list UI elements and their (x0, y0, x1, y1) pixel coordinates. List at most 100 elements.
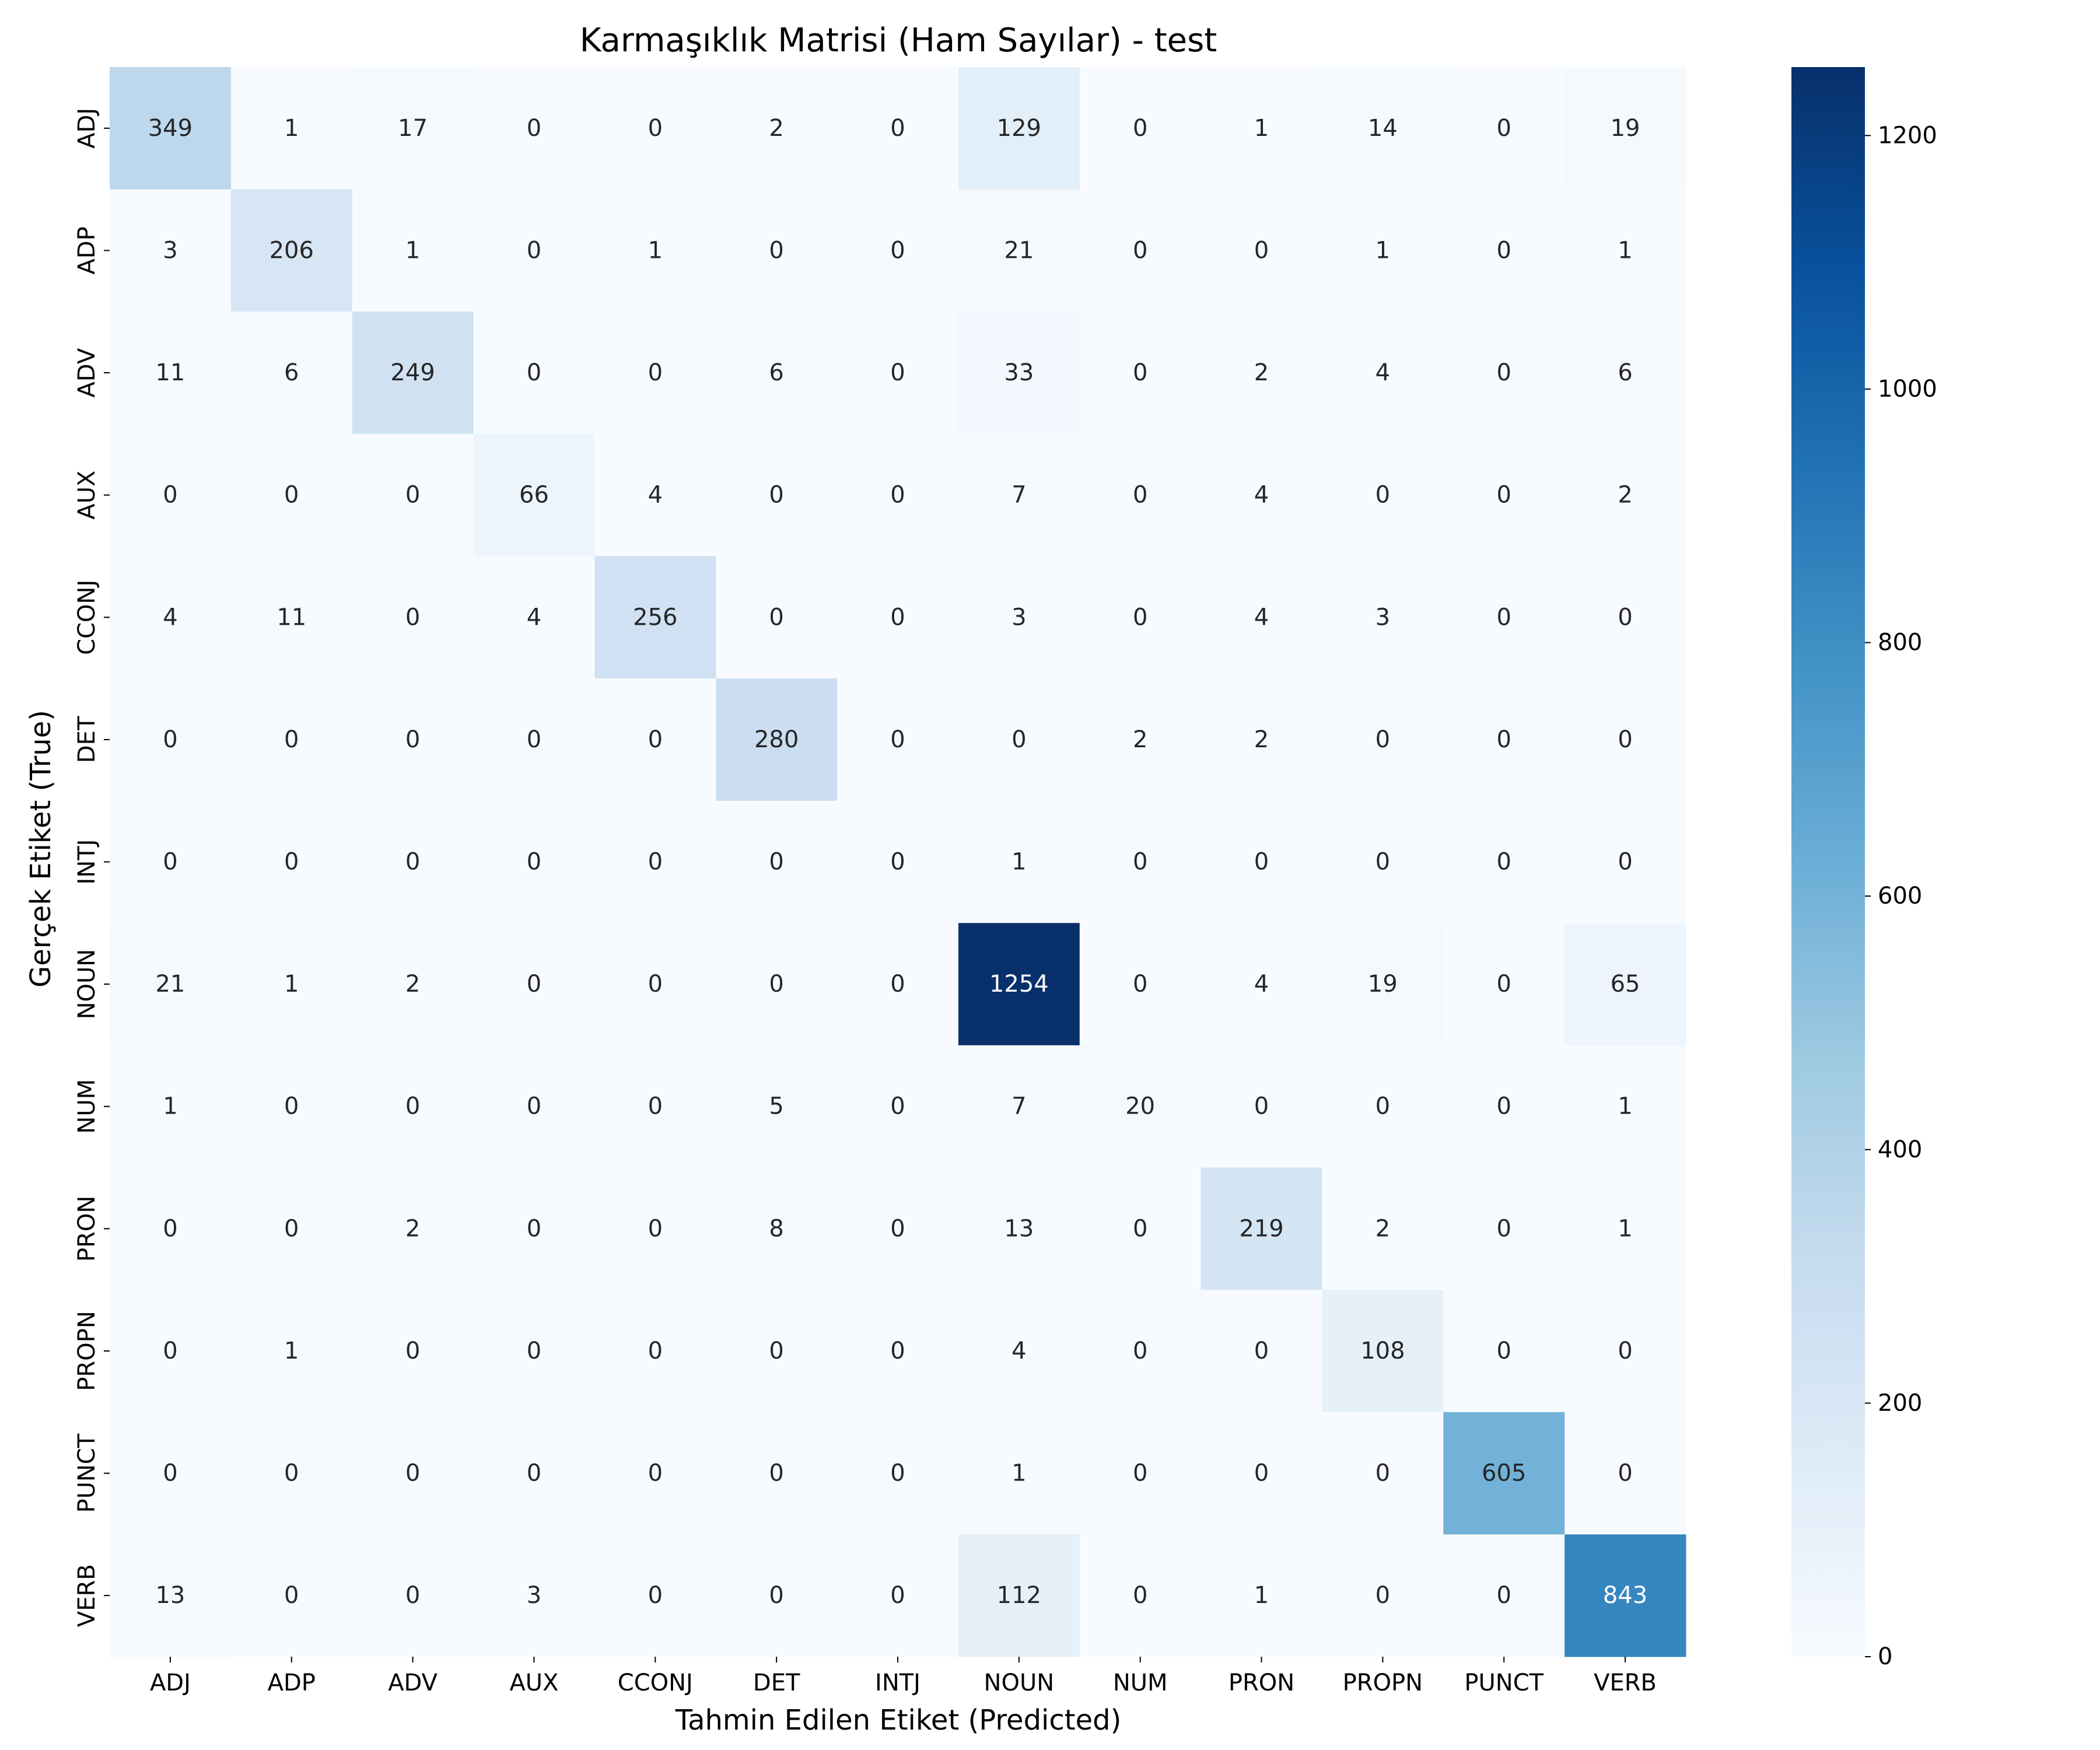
cell-value-label: 0 (890, 1215, 905, 1242)
cell-value-label: 0 (1618, 1460, 1632, 1487)
x-tick-label: ADJ (150, 1670, 191, 1696)
heatmap-cell (1200, 1534, 1322, 1657)
cell-value-label: 0 (769, 482, 783, 509)
y-tick-label: PRON (74, 1196, 100, 1262)
heatmap-cell (230, 678, 353, 802)
cell-value-label: 1 (1618, 1093, 1632, 1120)
heatmap-cell (473, 678, 595, 802)
cell-value-label: 0 (405, 1582, 420, 1609)
heatmap-cell (1200, 189, 1322, 312)
heatmap-cell (716, 1290, 838, 1413)
cell-value-label: 19 (1368, 971, 1398, 998)
heatmap-cell (1443, 1534, 1565, 1657)
cell-value-label: 0 (648, 1460, 663, 1487)
cell-value-label: 0 (1376, 1460, 1390, 1487)
heatmap-cell (110, 1167, 232, 1290)
x-tick-label: PUNCT (1464, 1670, 1544, 1696)
heatmap-cell (230, 67, 353, 190)
heatmap-cell (230, 433, 353, 556)
y-tick-label: NUM (74, 1079, 100, 1134)
heatmap-cell (958, 678, 1080, 802)
heatmap-cell (958, 923, 1080, 1046)
heatmap-cell (1079, 1167, 1202, 1290)
colorbar-tick-label: 800 (1878, 629, 1922, 656)
cell-value-label: 0 (405, 849, 420, 876)
cell-value-label: 3 (1012, 604, 1026, 631)
heatmap-cell (352, 189, 474, 312)
heatmap-cell (230, 1045, 353, 1168)
heatmap-cell (352, 1290, 474, 1413)
heatmap-cell (716, 923, 838, 1046)
cell-value-label: 1 (1618, 237, 1632, 264)
heatmap-cell (1322, 67, 1444, 190)
cell-value-label: 0 (890, 1338, 905, 1364)
x-tick-label: AUX (509, 1670, 558, 1696)
heatmap-cell (1564, 923, 1686, 1046)
cell-value-label: 2 (1254, 359, 1269, 386)
heatmap-cell (352, 433, 474, 556)
cell-value-label: 1 (1012, 1460, 1026, 1487)
cell-value-label: 0 (1133, 1215, 1147, 1242)
heatmap-cell (837, 923, 959, 1046)
cell-value-label: 0 (1133, 1460, 1147, 1487)
cell-value-label: 1 (648, 237, 663, 264)
heatmap-cell (958, 1534, 1080, 1657)
y-tick-label: AUX (74, 471, 100, 520)
heatmap-cell (1564, 1412, 1686, 1535)
heatmap-cell (837, 1412, 959, 1535)
heatmap-cell (230, 800, 353, 923)
heatmap-cell (1322, 1290, 1444, 1413)
heatmap-cell (716, 433, 838, 556)
cell-value-label: 0 (284, 1093, 299, 1120)
heatmap-cell (1200, 678, 1322, 802)
heatmap-cell (473, 1290, 595, 1413)
heatmap-cell (594, 1412, 716, 1535)
cell-value-label: 4 (527, 604, 541, 631)
heatmap-cell (1564, 433, 1686, 556)
cell-value-label: 0 (890, 1582, 905, 1609)
cell-value-label: 0 (527, 1338, 541, 1364)
heatmap-cell (1200, 312, 1322, 435)
cell-value-label: 2 (1133, 726, 1147, 753)
heatmap-cell (1564, 312, 1686, 435)
heatmap-cell (837, 1045, 959, 1168)
heatmap-cell (594, 923, 716, 1046)
heatmap-cell (230, 923, 353, 1046)
cell-value-label: 0 (1497, 1093, 1511, 1120)
cell-value-label: 0 (769, 971, 783, 998)
cell-value-label: 0 (284, 1582, 299, 1609)
heatmap-cell (837, 1534, 959, 1657)
heatmap-cell (1564, 1045, 1686, 1168)
heatmap-cell (837, 433, 959, 556)
heatmap-cell (110, 556, 232, 679)
heatmap-cell (958, 1290, 1080, 1413)
heatmap-cell (1322, 556, 1444, 679)
cell-value-label: 1 (284, 115, 299, 142)
cell-value-label: 0 (1133, 1582, 1147, 1609)
cell-value-label: 7 (1012, 482, 1026, 509)
heatmap-cell (1443, 1167, 1565, 1290)
cell-value-label: 206 (270, 237, 314, 264)
heatmap-cell (352, 1534, 474, 1657)
cell-value-label: 1 (405, 237, 420, 264)
heatmap-cell (473, 312, 595, 435)
cell-value-label: 129 (997, 115, 1041, 142)
heatmap-cell (594, 433, 716, 556)
heatmap-cell (958, 189, 1080, 312)
cell-value-label: 1 (163, 1093, 177, 1120)
cell-value-label: 0 (284, 849, 299, 876)
colorbar-tick-label: 600 (1878, 883, 1922, 909)
cell-value-label: 8 (769, 1215, 783, 1242)
cell-value-label: 0 (890, 237, 905, 264)
heatmap-cell (1443, 1412, 1565, 1535)
heatmap-cells (110, 67, 1686, 1657)
cell-value-label: 5 (769, 1093, 783, 1120)
cell-value-label: 0 (1133, 604, 1147, 631)
y-tick-label: PUNCT (74, 1433, 100, 1513)
heatmap-cell (1079, 1290, 1202, 1413)
heatmap-cell (1564, 800, 1686, 923)
heatmap-cell (594, 678, 716, 802)
heatmap-cell (110, 923, 232, 1046)
cell-value-label: 1 (1254, 115, 1269, 142)
cell-value-label: 0 (890, 726, 905, 753)
